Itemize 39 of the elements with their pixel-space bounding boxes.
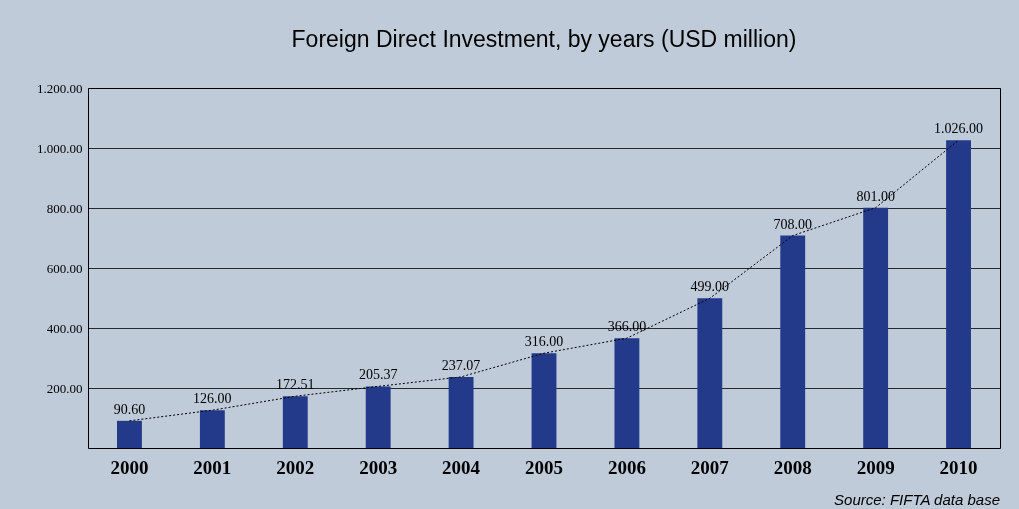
x-tick-label: 2007 [690, 456, 730, 478]
x-tick-label: 2005 [525, 456, 563, 478]
data-label: 1.026.00 [934, 121, 984, 137]
bar [614, 338, 640, 448]
x-tick-label: 2009 [856, 456, 895, 478]
bar [282, 396, 308, 448]
bar [365, 386, 391, 448]
data-label: 499.00 [690, 279, 730, 295]
bar [863, 207, 889, 448]
bar [697, 298, 723, 448]
y-tick-label: 400.00 [46, 320, 83, 336]
data-label: 316.00 [524, 334, 564, 350]
bar [531, 353, 557, 448]
x-tick-label: 2003 [359, 456, 398, 478]
data-label: 708.00 [773, 216, 812, 232]
x-tick-label: 2001 [193, 456, 232, 478]
data-label: 126.00 [193, 391, 232, 407]
y-tick-label: 1.200.00 [37, 80, 83, 96]
y-tick-label: 1.000.00 [37, 140, 83, 156]
x-tick-label: 2000 [110, 456, 149, 478]
bar [780, 235, 806, 448]
chart-title: Foreign Direct Investment, by years (USD million) [291, 26, 797, 52]
x-tick-label: 2006 [607, 456, 646, 478]
data-label: 237.07 [441, 357, 481, 373]
bar [946, 140, 971, 448]
x-tick-label: 2010 [939, 456, 978, 478]
y-tick-label: 800.00 [46, 200, 83, 216]
data-label: 205.37 [358, 367, 398, 383]
x-tick-label: 2008 [773, 456, 812, 478]
x-tick-label: 2002 [276, 456, 315, 478]
data-label: 801.00 [856, 188, 895, 204]
y-tick-label: 200.00 [46, 380, 83, 396]
bar [448, 376, 474, 448]
source-note: Source: FIFTA data base [834, 491, 1000, 508]
data-label: 90.60 [113, 401, 146, 417]
y-tick-label: 600.00 [46, 260, 83, 276]
bar [199, 410, 225, 448]
bar [117, 420, 142, 448]
x-tick-label: 2004 [442, 456, 481, 478]
